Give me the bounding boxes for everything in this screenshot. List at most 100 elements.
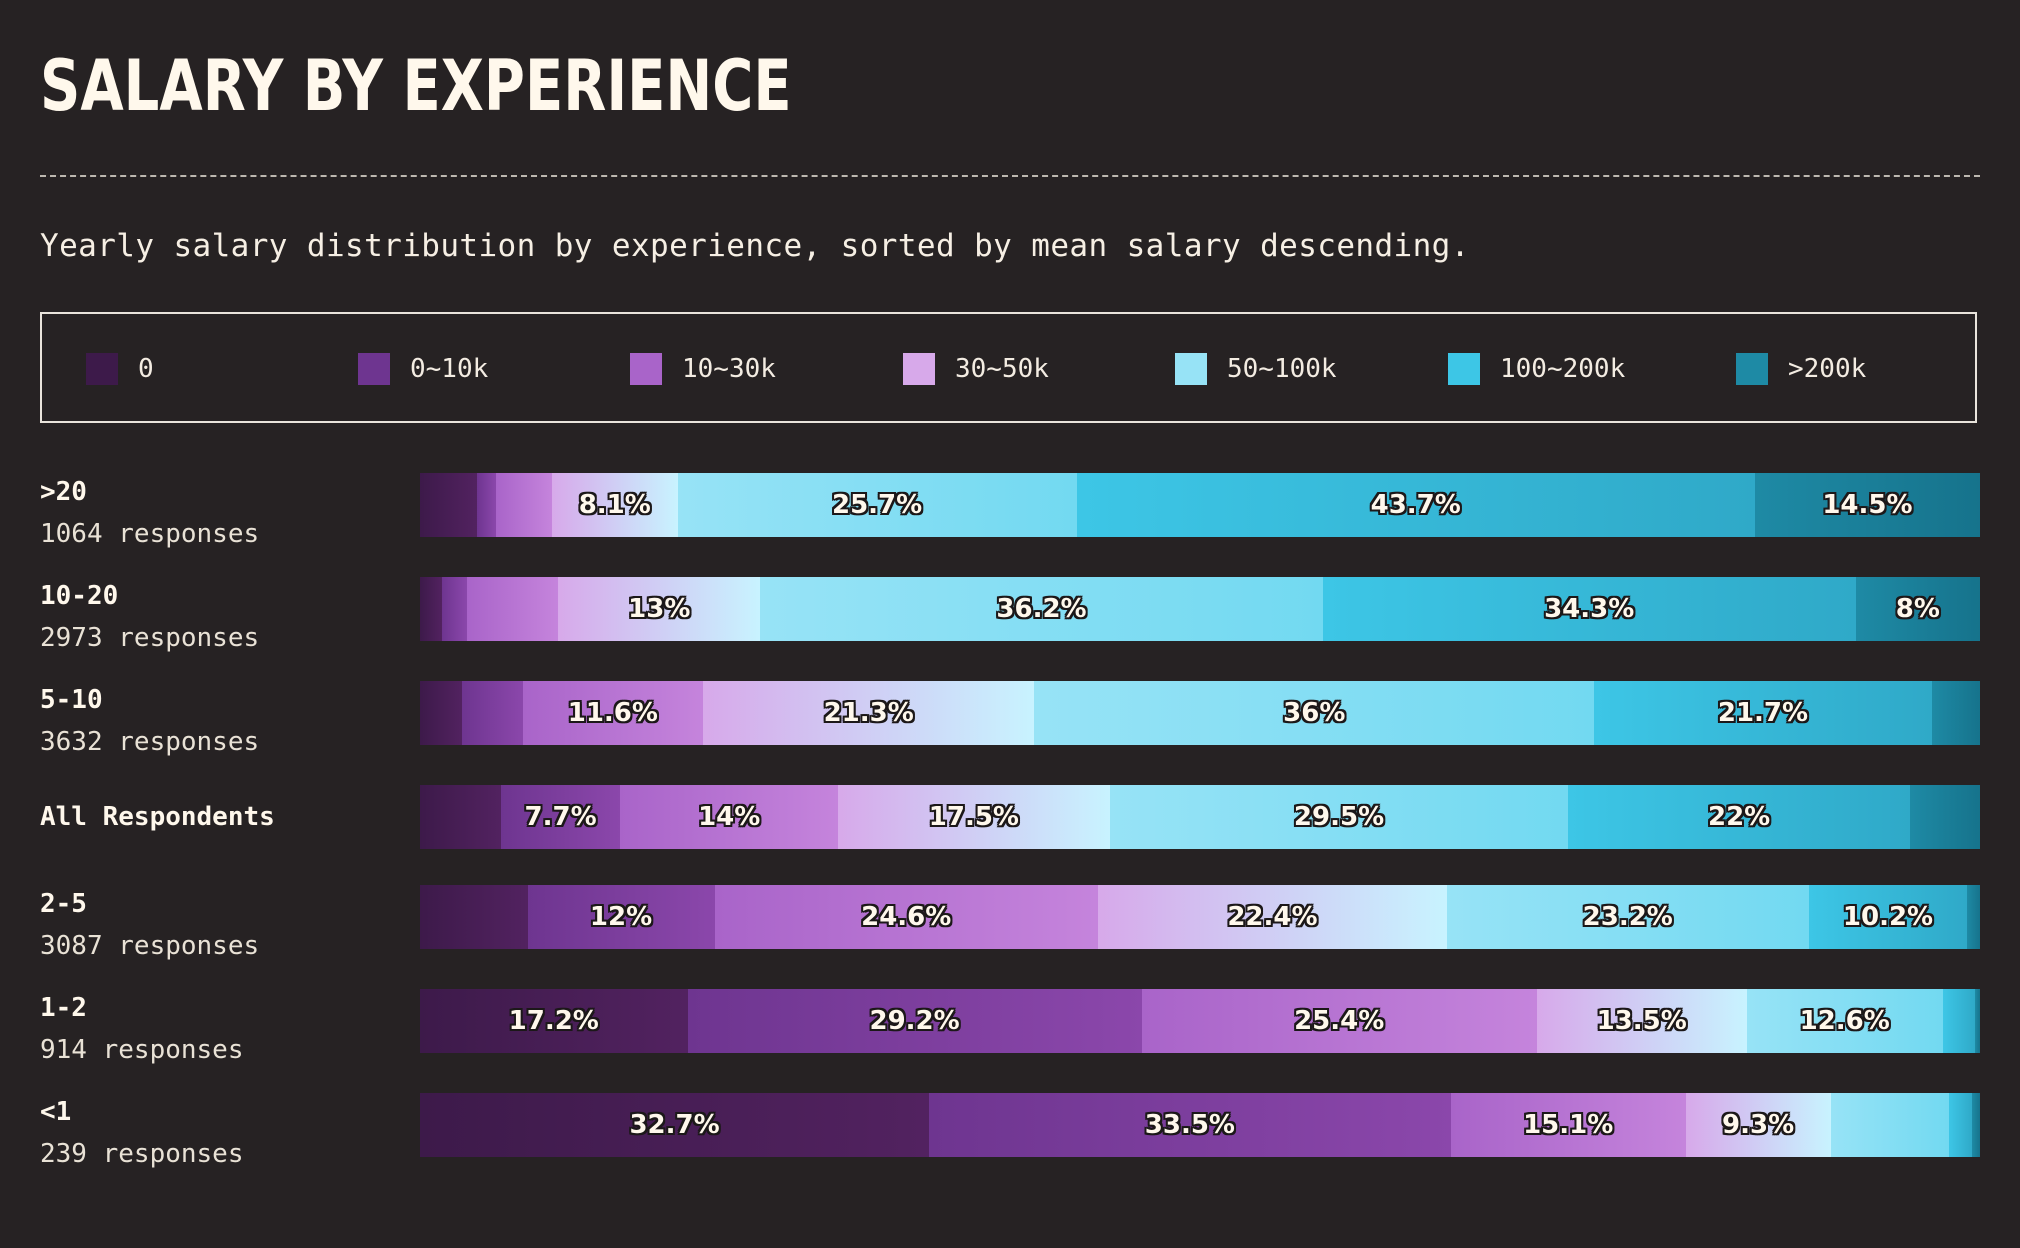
- stacked-bar: 13% 36.2% 34.3% 8%: [420, 577, 1980, 641]
- legend-item: 30~50k: [903, 353, 1049, 385]
- bar-segment: 22%: [1568, 785, 1911, 849]
- row-label: 10-20 2973 responses: [40, 578, 259, 656]
- bar-segment: [420, 473, 478, 537]
- stacked-bar: 7.7% 14% 17.5% 29.5% 22%: [420, 785, 1980, 849]
- segment-label: 29.5%: [1293, 802, 1385, 832]
- row-label: >20 1064 responses: [40, 474, 259, 552]
- bar-segment: [420, 577, 442, 641]
- chart-subtitle: Yearly salary distribution by experience…: [40, 228, 1470, 264]
- legend-item: 50~100k: [1175, 353, 1337, 385]
- chart-title: SALARY BY EXPERIENCE: [40, 45, 792, 127]
- row-category: 10-20: [40, 581, 119, 611]
- row-category: <1: [40, 1097, 72, 1127]
- segment-label: 14%: [698, 802, 761, 832]
- bar-segment: 25.7%: [677, 473, 1077, 537]
- segment-label: 17.2%: [508, 1006, 599, 1036]
- stacked-bar: 11.6% 21.3% 36% 21.7%: [420, 681, 1980, 745]
- segment-label: 33.5%: [1144, 1110, 1235, 1140]
- legend-swatch: [86, 353, 118, 385]
- legend-label: 30~50k: [955, 354, 1049, 384]
- segment-label: 36%: [1283, 698, 1346, 728]
- stacked-bar: 32.7% 33.5% 15.1% 9.3%: [420, 1093, 1980, 1157]
- bar-segment: 13.5%: [1536, 989, 1747, 1053]
- bar-segment: 25.4%: [1141, 989, 1537, 1053]
- legend-swatch: [1736, 353, 1768, 385]
- bar-segment: 34.3%: [1322, 577, 1856, 641]
- segment-label: 15.1%: [1523, 1110, 1614, 1140]
- bar-segment: 8.1%: [551, 473, 678, 537]
- segment-label: 12%: [589, 902, 653, 932]
- bar-segment: [466, 577, 559, 641]
- segment-label: 9.3%: [1722, 1110, 1795, 1140]
- row-response-count: 3087 responses: [40, 931, 260, 961]
- segment-label: 13.5%: [1596, 1006, 1687, 1036]
- row-response-count: 239 responses: [40, 1139, 244, 1169]
- row-label: <1 239 responses: [40, 1094, 244, 1172]
- segment-label: 7.7%: [524, 802, 597, 832]
- bar-segment: 9.3%: [1685, 1093, 1831, 1157]
- segment-label: 21.3%: [823, 698, 914, 728]
- bar-segment: 22.4%: [1097, 885, 1447, 949]
- bar-segment: [477, 473, 497, 537]
- bar-segment: 29.2%: [687, 989, 1142, 1053]
- segment-label: 25.4%: [1294, 1006, 1385, 1036]
- bar-segment: 24.6%: [714, 885, 1098, 949]
- legend-swatch: [1175, 353, 1207, 385]
- legend-label: >200k: [1788, 354, 1867, 384]
- row-category: 2-5: [40, 889, 87, 919]
- row-label: 1-2 914 responses: [40, 990, 244, 1068]
- legend-item: 100~200k: [1448, 353, 1625, 385]
- segment-label: 34.3%: [1544, 594, 1635, 624]
- bar-segment: 36%: [1034, 681, 1595, 745]
- legend-label: 100~200k: [1500, 354, 1626, 384]
- legend-item: 10~30k: [630, 353, 776, 385]
- row-category: 5-10: [40, 685, 103, 715]
- legend-item: 0: [86, 353, 154, 385]
- legend-swatch: [903, 353, 935, 385]
- bar-segment: [1830, 1093, 1949, 1157]
- legend-item: 0~10k: [358, 353, 488, 385]
- segment-label: 11.6%: [567, 698, 658, 728]
- segment-label: 23.2%: [1582, 902, 1673, 932]
- legend-label: 50~100k: [1227, 354, 1337, 384]
- legend-label: 10~30k: [682, 354, 776, 384]
- segment-label: 12.6%: [1799, 1006, 1890, 1036]
- bar-segment: [1967, 885, 1980, 949]
- bar-segment: 7.7%: [500, 785, 621, 849]
- bar-segment: [1948, 1093, 1973, 1157]
- segment-label: 17.5%: [928, 802, 1019, 832]
- segment-label: 8%: [1895, 594, 1940, 624]
- bar-segment: [461, 681, 523, 745]
- bar-segment: 21.7%: [1594, 681, 1932, 745]
- row-response-count: 2973 responses: [40, 623, 260, 653]
- bar-segment: [1910, 785, 1980, 849]
- segment-label: 43.7%: [1370, 490, 1461, 520]
- bar-segment: [496, 473, 552, 537]
- bar-segment: [420, 785, 501, 849]
- segment-label: 32.7%: [629, 1110, 720, 1140]
- segment-label: 29.2%: [869, 1006, 960, 1036]
- bar-segment: 21.3%: [703, 681, 1035, 745]
- stacked-bar: 17.2% 29.2% 25.4% 13.5% 12.6%: [420, 989, 1980, 1053]
- bar-segment: [441, 577, 467, 641]
- segment-label: 36.2%: [996, 594, 1087, 624]
- bar-segment: 8%: [1855, 577, 1980, 641]
- bar-segment: 17.5%: [837, 785, 1110, 849]
- bar-segment: [420, 681, 462, 745]
- bar-segment: 36.2%: [760, 577, 1323, 641]
- bar-segment: 13%: [558, 577, 761, 641]
- bar-segment: 17.2%: [420, 989, 688, 1053]
- legend-swatch: [358, 353, 390, 385]
- legend-swatch: [1448, 353, 1480, 385]
- bar-segment: 12.6%: [1746, 989, 1943, 1053]
- bar-segment: 23.2%: [1446, 885, 1809, 949]
- segment-label: 25.7%: [832, 490, 923, 520]
- legend-label: 0: [138, 354, 154, 384]
- segment-label: 22%: [1708, 802, 1771, 832]
- stacked-bar: 12% 24.6% 22.4% 23.2% 10.2%: [420, 885, 1980, 949]
- segment-label: 14.5%: [1822, 490, 1913, 520]
- row-label: 2-5 3087 responses: [40, 886, 259, 964]
- title-divider: [40, 175, 1980, 177]
- bar-segment: [1942, 989, 1976, 1053]
- legend-item: >200k: [1736, 353, 1866, 385]
